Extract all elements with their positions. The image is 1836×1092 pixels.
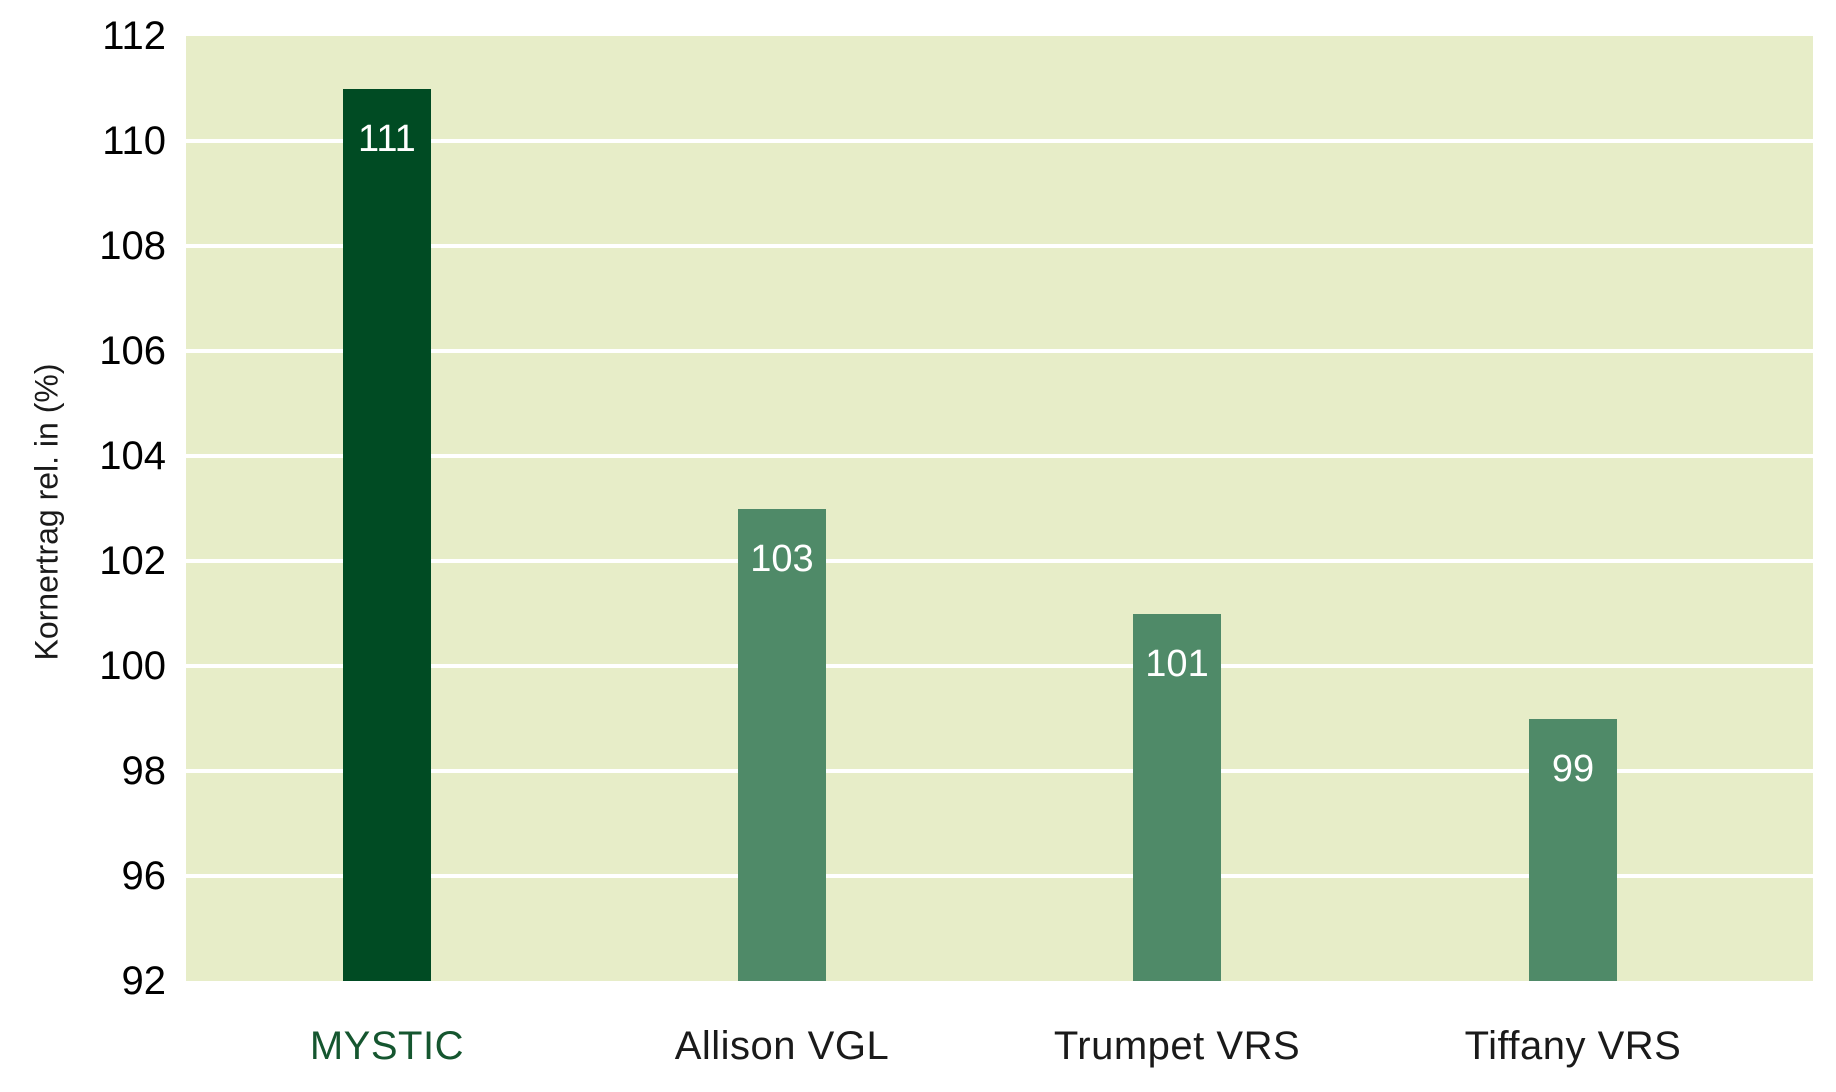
bar-value-label: 111 — [358, 117, 416, 160]
gridline — [186, 349, 1813, 353]
bar-mystic: 111 — [342, 88, 431, 981]
gridline — [186, 139, 1813, 143]
bar-trumpet-vrs: 101 — [1133, 613, 1221, 981]
plot-area: 111 103 101 99 — [186, 36, 1813, 981]
category-label-tiffany-vrs: Tiffany VRS — [1464, 1024, 1682, 1068]
y-tick-label: 108 — [99, 224, 166, 268]
bar-allison-vgl: 103 — [737, 508, 826, 981]
y-tick-label: 92 — [121, 959, 167, 1003]
gridline — [186, 454, 1813, 458]
y-tick-label: 98 — [121, 749, 167, 793]
gridline — [186, 244, 1813, 248]
y-tick-label: 106 — [99, 329, 166, 373]
gridline — [186, 874, 1813, 878]
gridline — [186, 664, 1813, 668]
bar-value-label: 101 — [1145, 642, 1209, 685]
y-tick-label: 104 — [99, 434, 166, 478]
bar-value-label: 103 — [750, 537, 814, 580]
y-tick-label: 110 — [102, 119, 166, 163]
y-axis-title: Kornertrag rel. in (%) — [28, 363, 65, 661]
y-tick-label: 96 — [121, 854, 167, 898]
y-tick-label: 100 — [99, 644, 166, 688]
y-tick-label: 112 — [102, 14, 166, 58]
bar-value-label: 99 — [1551, 747, 1595, 790]
gridline — [186, 559, 1813, 563]
category-label-allison-vgl: Allison VGL — [674, 1024, 890, 1068]
bar-tiffany-vrs: 99 — [1529, 718, 1618, 981]
category-label-mystic: MYSTIC — [309, 1024, 464, 1068]
category-label-trumpet-vrs: Trumpet VRS — [1053, 1024, 1301, 1068]
gridline — [186, 769, 1813, 773]
y-tick-label: 102 — [99, 539, 166, 583]
